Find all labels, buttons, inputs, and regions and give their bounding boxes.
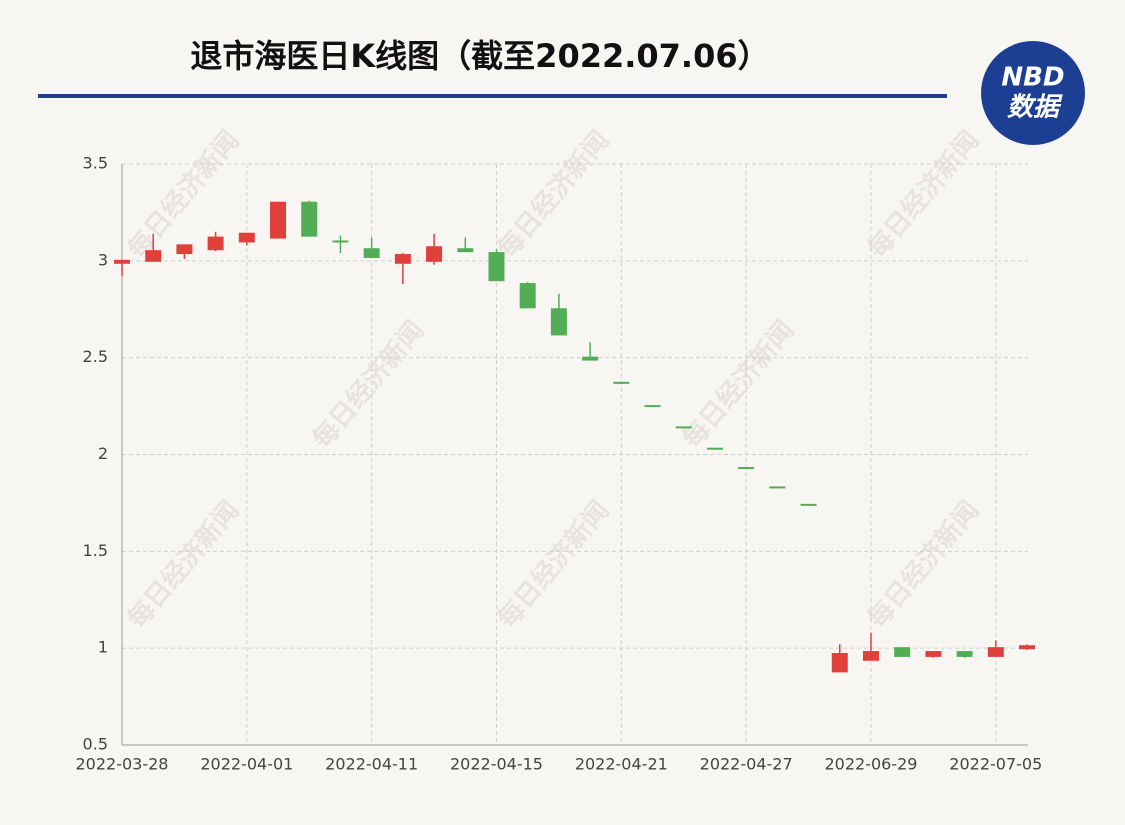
logo-top: NBD (1001, 63, 1064, 93)
candle-body (207, 236, 224, 251)
candle-body (363, 248, 380, 258)
candle-body (706, 447, 723, 450)
candle-body (738, 467, 755, 470)
chart-title: 退市海医日K线图（截至2022.07.06） (190, 37, 769, 75)
y-tick-label: 2.5 (83, 347, 108, 366)
y-tick-label: 3.5 (83, 154, 108, 173)
candle-body (301, 201, 318, 237)
candle-body (862, 651, 879, 661)
y-tick-label: 0.5 (83, 735, 108, 754)
candle-body (675, 426, 692, 429)
candle-body (457, 248, 474, 253)
x-tick-label: 2022-03-28 (76, 755, 169, 774)
logo-bottom: 数据 (1007, 93, 1063, 123)
candle-body (519, 283, 536, 309)
candle-body (145, 250, 162, 262)
candle-body (831, 652, 848, 673)
y-tick-label: 2 (98, 444, 108, 463)
candle-body (1019, 645, 1035, 650)
logo (981, 41, 1085, 145)
candle-body (613, 381, 630, 384)
candle-body (800, 503, 817, 506)
candle-body (270, 201, 287, 239)
candle-body (894, 647, 911, 657)
candle-body (114, 259, 130, 264)
candle-body (426, 246, 443, 262)
x-tick-label: 2022-04-15 (450, 755, 543, 774)
candle-body (956, 651, 973, 657)
title-rule (38, 94, 947, 98)
x-tick-label: 2022-04-27 (700, 755, 793, 774)
candle-body (550, 308, 567, 336)
plot: 0.5 1 1.5 2 2.5 3 3.5 2022-03-28 2022-04-01 2022-… (76, 154, 1043, 774)
candle-body (582, 356, 599, 361)
x-tick-label: 2022-04-01 (200, 755, 293, 774)
candle-body (488, 252, 505, 282)
x-tick-label: 2022-07-05 (949, 755, 1042, 774)
candle-body (238, 232, 255, 243)
y-tick-label: 1 (98, 638, 108, 657)
x-tick-label: 2022-04-11 (325, 755, 418, 774)
x-tick-label: 2022-04-21 (575, 755, 668, 774)
candle-body (987, 647, 1004, 657)
candle-body (176, 244, 193, 255)
candle-body (394, 254, 411, 264)
candle-body (332, 240, 349, 243)
x-tick-label: 2022-06-29 (824, 755, 917, 774)
candle-body (644, 405, 661, 408)
y-tick-label: 1.5 (83, 541, 108, 560)
y-tick-label: 3 (98, 250, 108, 269)
candle-body (925, 651, 942, 657)
candle-body (769, 486, 786, 489)
